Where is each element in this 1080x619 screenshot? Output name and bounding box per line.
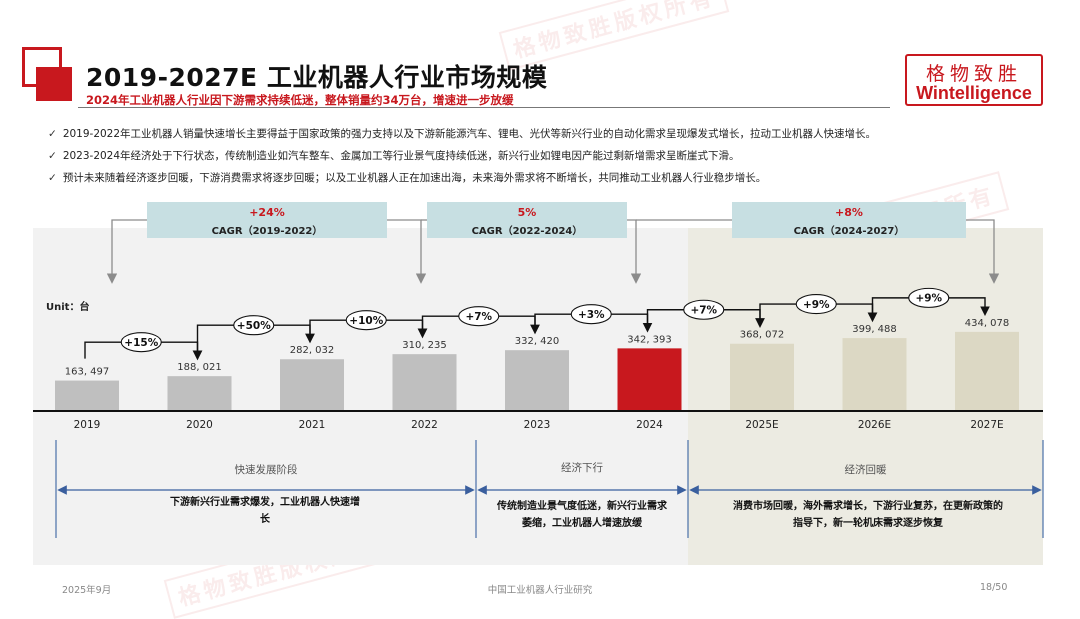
bullet-text: 2023-2024年经济处于下行状态，传统制造业如汽车整车、金属加工等行业景气度… bbox=[62, 150, 740, 162]
x-tick-label: 2020 bbox=[186, 419, 213, 431]
bar-value-label: 399, 488 bbox=[852, 324, 897, 335]
check-icon: ✓ bbox=[48, 128, 57, 140]
bullet-text: 预计未来随着经济逐步回暖，下游消费需求将逐步回暖；以及工业机器人正在加速出海，未… bbox=[62, 172, 767, 184]
bar-value-label: 163, 497 bbox=[65, 367, 110, 378]
growth-label: +9% bbox=[803, 299, 830, 311]
growth-label: +7% bbox=[465, 311, 492, 323]
stage-description-line: 指导下，新一轮机床需求逐步恢复 bbox=[793, 518, 943, 529]
stage-description-line: 传统制造业景气度低迷，新兴行业需求 bbox=[497, 501, 667, 512]
bullet-item: ✓ 2019-2022年工业机器人销量快速增长主要得益于国家政策的强力支持以及下游… bbox=[48, 126, 876, 141]
growth-badge bbox=[120, 332, 162, 353]
cagr-pointer-right bbox=[387, 219, 427, 284]
bar-value-label: 188, 021 bbox=[177, 362, 222, 373]
x-tick-label: 2024 bbox=[636, 419, 663, 431]
title-logo-fill bbox=[36, 67, 72, 101]
growth-label: +9% bbox=[915, 293, 942, 305]
bar-value-label: 310, 235 bbox=[402, 340, 447, 351]
stage-description: 传统制造业景气度低迷，新兴行业需求 萎缩，工业机器人增速放缓 bbox=[476, 498, 688, 532]
footer-title: 中国工业机器人行业研究 bbox=[487, 585, 593, 596]
x-tick-label: 2022 bbox=[411, 419, 438, 431]
growth-badge bbox=[458, 306, 500, 327]
brand-logo: 格物致胜 Wintelligence bbox=[905, 54, 1043, 106]
bar-2023 bbox=[505, 350, 569, 410]
page-title: 2019-2027E 工业机器人行业市场规模 bbox=[86, 63, 548, 92]
stage-description: 下游新兴行业需求爆发，工业机器人快速增 长 bbox=[100, 494, 430, 528]
cagr-label: CAGR（2024-2027） bbox=[793, 226, 905, 237]
cagr-pointer-right bbox=[966, 219, 1000, 284]
growth-label: +7% bbox=[690, 305, 717, 317]
growth-label: +3% bbox=[578, 309, 605, 321]
x-tick-label: 2019 bbox=[74, 419, 101, 431]
stage-name: 经济回暖 bbox=[844, 464, 887, 476]
growth-badge bbox=[683, 299, 725, 320]
stage-description-line: 消费市场回暖，海外需求增长，下游行业复苏，在更新政策的 bbox=[733, 501, 1003, 512]
x-tick-label: 2026E bbox=[858, 419, 891, 431]
cagr-value: +24% bbox=[249, 206, 285, 219]
bullet-text: 2019-2022年工业机器人销量快速增长主要得益于国家政策的强力支持以及下游新… bbox=[62, 128, 877, 140]
stage-name: 经济下行 bbox=[561, 462, 603, 474]
cagr-value: 5% bbox=[517, 206, 537, 219]
bar-value-label: 368, 072 bbox=[740, 330, 785, 341]
growth-badge bbox=[345, 310, 387, 331]
check-icon: ✓ bbox=[48, 172, 57, 184]
page-subtitle: 2024年工业机器人行业因下游需求持续低迷，整体销量约34万台，增速进一步放缓 bbox=[86, 93, 514, 107]
bar-2022 bbox=[392, 354, 457, 410]
historical-panel bbox=[33, 228, 688, 565]
footer-date: 2025年9月 bbox=[62, 585, 112, 596]
growth-label: +15% bbox=[124, 337, 158, 349]
cagr-box-2022-2024: 5% CAGR（2022-2024） bbox=[427, 202, 627, 238]
title-divider bbox=[78, 107, 890, 108]
brand-name-cn: 格物致胜 bbox=[925, 63, 1022, 85]
bullet-item: ✓ 2023-2024年经济处于下行状态，传统制造业如汽车整车、金属加工等行业景气… bbox=[48, 148, 740, 163]
page-number: 18/50 bbox=[980, 582, 1008, 593]
bar-2021 bbox=[280, 359, 344, 410]
x-tick-label: 2023 bbox=[524, 419, 551, 431]
x-tick-label: 2021 bbox=[299, 419, 326, 431]
bar-2026E bbox=[842, 338, 907, 410]
stage-name: 快速发展阶段 bbox=[234, 464, 298, 476]
growth-badge bbox=[570, 304, 612, 325]
bullet-item: ✓ 预计未来随着经济逐步回暖，下游消费需求将逐步回暖；以及工业机器人正在加速出海，… bbox=[48, 170, 766, 185]
growth-badge bbox=[795, 294, 837, 315]
bar-2027E bbox=[955, 331, 1019, 410]
bar-value-label: 332, 420 bbox=[515, 336, 560, 347]
bar-2020 bbox=[167, 376, 232, 410]
bar-value-label: 282, 032 bbox=[290, 345, 335, 356]
bar-value-label: 434, 078 bbox=[965, 318, 1010, 329]
growth-badge bbox=[908, 287, 950, 308]
bar-value-label: 342, 393 bbox=[627, 334, 672, 345]
unit-label: Unit：台 bbox=[46, 302, 90, 313]
growth-badge bbox=[233, 315, 275, 336]
cagr-box-2019-2022: +24% CAGR（2019-2022） bbox=[147, 202, 387, 238]
x-tick-label: 2025E bbox=[745, 419, 778, 431]
cagr-pointer-right bbox=[627, 219, 642, 284]
check-icon: ✓ bbox=[48, 150, 57, 162]
growth-label: +10% bbox=[349, 315, 383, 327]
x-tick-label: 2027E bbox=[970, 419, 1003, 431]
cagr-box-2024-2027: +8% CAGR（2024-2027） bbox=[732, 202, 966, 238]
bar-2024 bbox=[617, 348, 682, 410]
cagr-label: CAGR（2019-2022） bbox=[211, 226, 323, 237]
stage-description-line: 长 bbox=[260, 514, 270, 525]
brand-name-en: Wintelligence bbox=[916, 83, 1032, 103]
bar-2019 bbox=[55, 380, 119, 410]
stage-description: 消费市场回暖，海外需求增长，下游行业复苏，在更新政策的 指导下，新一轮机床需求逐… bbox=[700, 498, 1036, 532]
growth-label: +50% bbox=[237, 320, 271, 332]
bar-2025E bbox=[730, 343, 794, 410]
stage-description-line: 萎缩，工业机器人增速放缓 bbox=[522, 518, 642, 529]
cagr-value: +8% bbox=[835, 206, 863, 219]
stage-description-line: 下游新兴行业需求爆发，工业机器人快速增 bbox=[170, 497, 360, 508]
cagr-label: CAGR（2022-2024） bbox=[471, 226, 583, 237]
cagr-pointer-left bbox=[106, 219, 147, 284]
